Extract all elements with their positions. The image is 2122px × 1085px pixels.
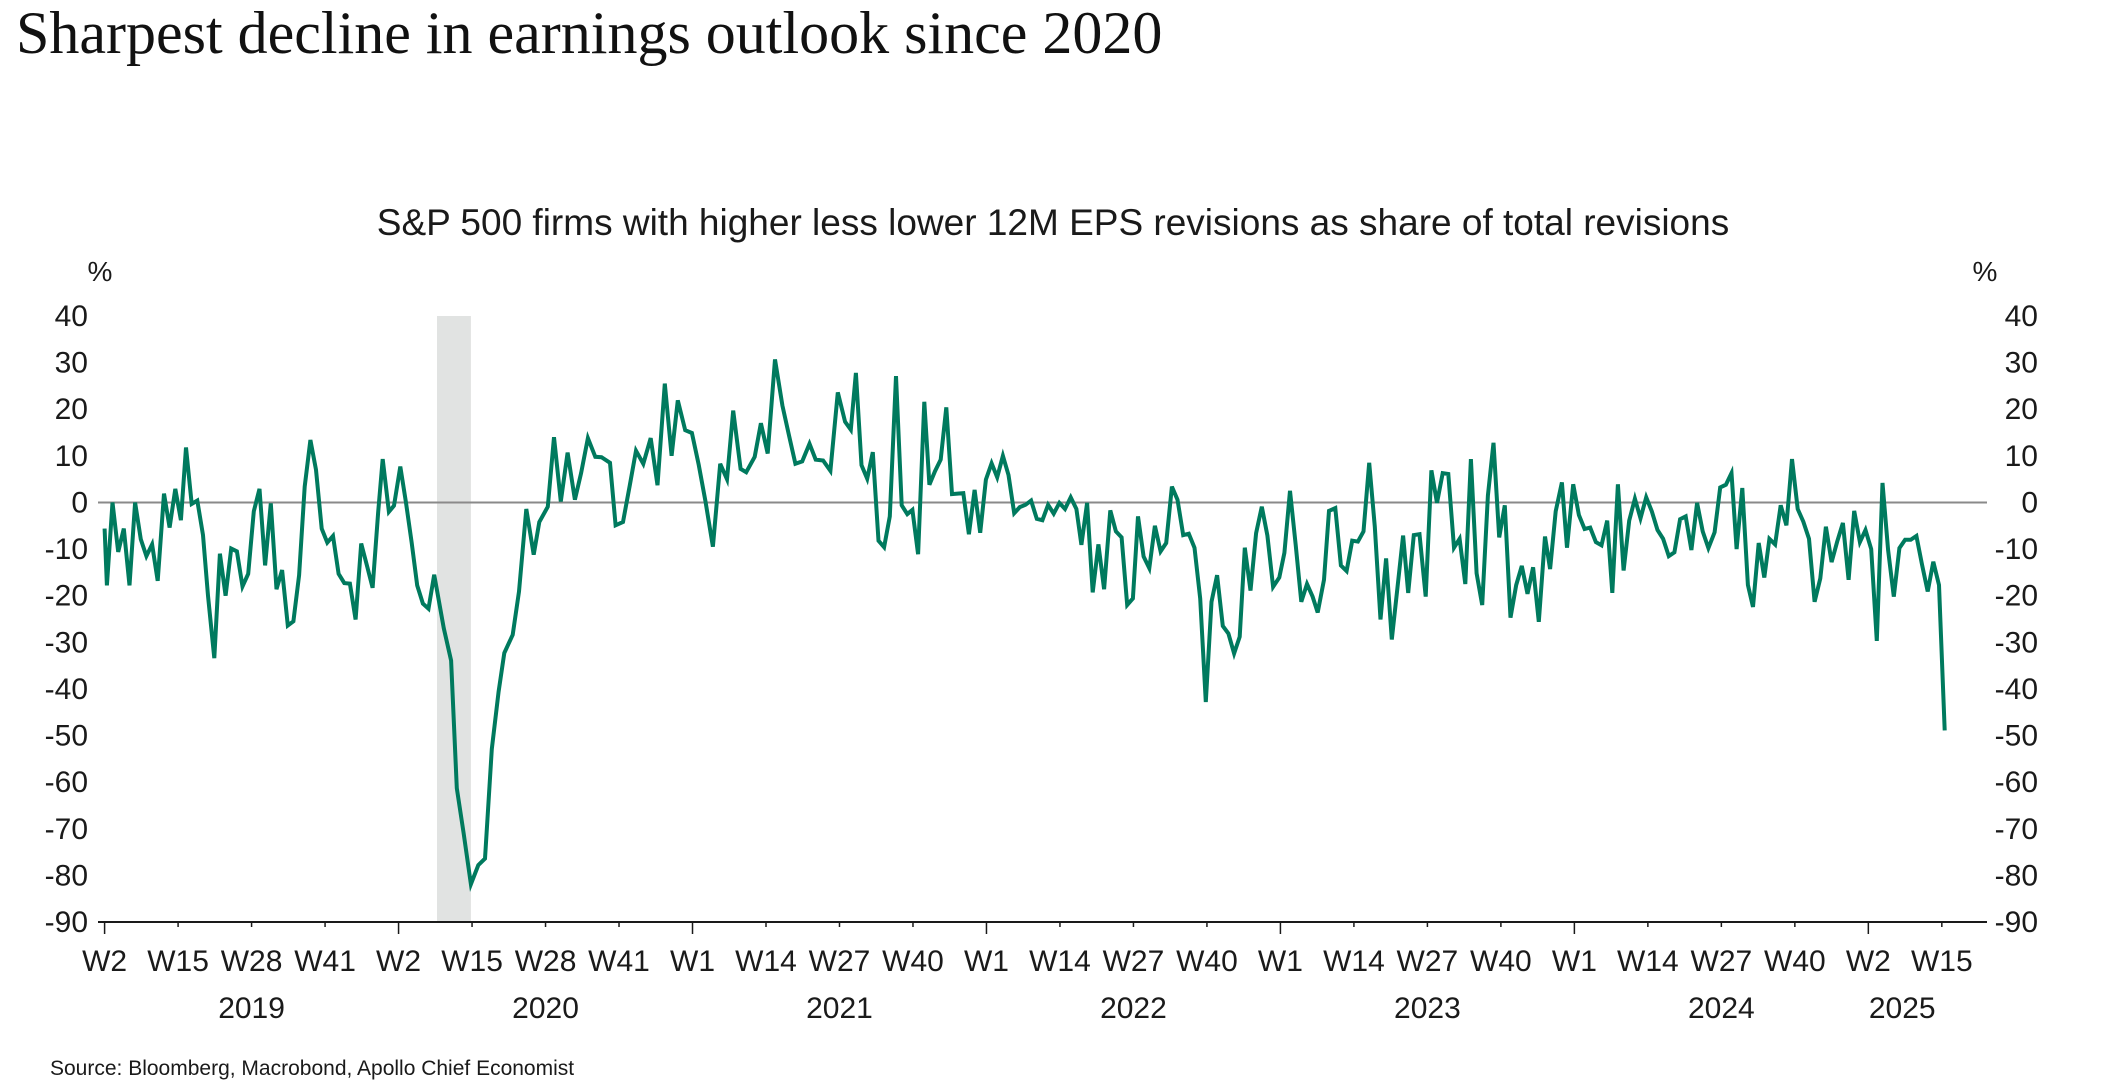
- x-tick-label: W27: [1103, 945, 1165, 978]
- y-tick-label-right: -70: [1995, 813, 2038, 846]
- y-tick-label-right: -90: [1995, 906, 2038, 939]
- y-tick-label-left: 20: [55, 393, 88, 426]
- y-tick-label-right: 0: [2021, 486, 2038, 519]
- y-tick-label-left: -50: [45, 720, 88, 753]
- x-tick-label: W2: [376, 945, 421, 978]
- x-year-label: 2023: [1394, 992, 1461, 1025]
- y-tick-label-right: 20: [2005, 393, 2038, 426]
- y-tick-label-right: -10: [1995, 533, 2038, 566]
- x-tick-label: W2: [82, 945, 127, 978]
- x-tick-label: W1: [1258, 945, 1303, 978]
- y-tick-label-left: -80: [45, 859, 88, 892]
- x-tick-label: W15: [441, 945, 503, 978]
- y-tick-label-left: 40: [55, 300, 88, 333]
- y-tick-label-right: -80: [1995, 859, 2038, 892]
- y-tick-label-left: -60: [45, 766, 88, 799]
- y-tick-label-left: 0: [71, 486, 88, 519]
- x-tick-label: W1: [670, 945, 715, 978]
- x-tick-label: W14: [735, 945, 797, 978]
- y-tick-label-right: -30: [1995, 626, 2038, 659]
- x-tick-label: W27: [809, 945, 871, 978]
- x-tick-label: W27: [1691, 945, 1753, 978]
- x-tick-label: W15: [147, 945, 209, 978]
- chart-title: Sharpest decline in earnings outlook sin…: [16, 0, 1162, 66]
- x-axis: W2 W15 W28 W41 W2 W15 W28 W41 W1 W14 W27 W40 W1 W14 W2…: [82, 921, 1987, 1025]
- x-year-label: 2020: [512, 992, 579, 1025]
- y-axis-left: 40 30 20 10 0 -10 -20 -30 -40 -50 -60 -70 -80 -90: [45, 300, 88, 939]
- y-tick-label-left: 30: [55, 347, 88, 380]
- series-layer: [102, 359, 1947, 893]
- x-tick-label: W41: [294, 945, 356, 978]
- y-axis-unit-right: %: [1973, 256, 1998, 287]
- y-tick-label-left: -90: [45, 906, 88, 939]
- x-year-label: 2022: [1100, 992, 1167, 1025]
- source-note: Source: Bloomberg, Macrobond, Apollo Chi…: [50, 1057, 574, 1080]
- y-tick-label-left: -30: [45, 626, 88, 659]
- x-tick-label: W2: [1846, 945, 1891, 978]
- y-tick-label-right: -60: [1995, 766, 2038, 799]
- x-tick-label: W14: [1323, 945, 1385, 978]
- x-tick-label: W40: [1470, 945, 1532, 978]
- x-year-label: 2025: [1869, 992, 1936, 1025]
- x-year-label: 2021: [806, 992, 873, 1025]
- x-tick-label: W28: [221, 945, 283, 978]
- y-axis-unit-left: %: [88, 256, 113, 287]
- y-tick-label-left: 10: [55, 440, 88, 473]
- x-tick-label: W40: [882, 945, 944, 978]
- y-tick-label-left: -10: [45, 533, 88, 566]
- x-tick-label: W1: [1552, 945, 1597, 978]
- y-tick-label-right: 40: [2005, 300, 2038, 333]
- x-tick-label: W28: [515, 945, 577, 978]
- x-tick-label: W41: [588, 945, 650, 978]
- y-tick-label-left: -20: [45, 580, 88, 613]
- y-tick-label-left: -70: [45, 813, 88, 846]
- x-tick-label: W1: [964, 945, 1009, 978]
- x-tick-label: W14: [1617, 945, 1679, 978]
- y-tick-label-right: 10: [2005, 440, 2038, 473]
- series-line: [102, 359, 1947, 893]
- y-tick-label-right: -40: [1995, 673, 2038, 706]
- x-tick-label: W14: [1029, 945, 1091, 978]
- x-tick-label: W40: [1176, 945, 1238, 978]
- x-tick-label: W40: [1764, 945, 1826, 978]
- chart-subtitle: S&P 500 firms with higher less lower 12M…: [377, 202, 1729, 243]
- x-year-label: 2024: [1688, 992, 1755, 1025]
- y-tick-label-right: 30: [2005, 347, 2038, 380]
- x-tick-label: W15: [1911, 945, 1973, 978]
- x-year-label: 2019: [218, 992, 285, 1025]
- y-tick-label-right: -50: [1995, 720, 2038, 753]
- x-tick-label: W27: [1397, 945, 1459, 978]
- y-tick-label-left: -40: [45, 673, 88, 706]
- y-axis-right: 40 30 20 10 0 -10 -20 -30 -40 -50 -60 -70 -80 -90: [1995, 300, 2038, 939]
- y-tick-label-right: -20: [1995, 580, 2038, 613]
